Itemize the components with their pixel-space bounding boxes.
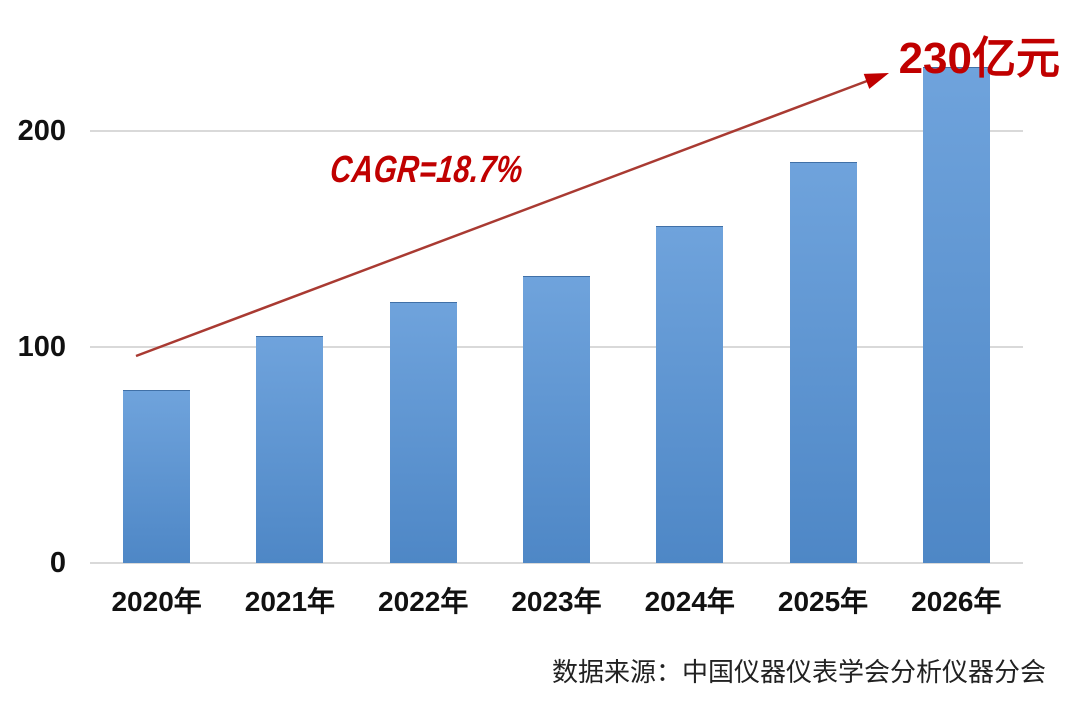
y-axis: 0 100 200 (0, 0, 66, 707)
x-axis-label-2023年: 2023年 (511, 586, 602, 617)
x-axis-label-2021年: 2021年 (244, 586, 336, 617)
x-axis-label-2022年: 2022年 (378, 586, 469, 617)
bar-2025年 (789, 161, 857, 563)
x-axis-label-2025年: 2025年 (777, 586, 869, 617)
bar-2022年 (389, 301, 457, 563)
y-tick-label-0: 0 (49, 547, 66, 579)
bar-2020年 (123, 390, 191, 563)
source-note: 数据来源：中国仪器仪表学会分析仪器分会 (552, 657, 1047, 687)
y-tick-label-200: 200 (17, 115, 66, 148)
end-value-label: 230亿元 (898, 34, 1060, 83)
x-axis-label-2026年: 2026年 (911, 586, 1002, 617)
x-axis-labels: 2020年 2021年 2022年 2023年 2024年 2025年 2026年 (90, 586, 1023, 618)
y-tick-label-100: 100 (17, 331, 66, 364)
x-axis-label-2024年: 2024年 (644, 586, 735, 617)
gridline-0 (90, 562, 1023, 564)
bar-2024年 (656, 226, 724, 563)
cagr-label: CAGR=18.7% (328, 149, 526, 191)
bar-2021年 (256, 336, 324, 563)
bar-2026年 (922, 66, 990, 563)
bars-layer (90, 45, 1023, 563)
bar-2023年 (523, 275, 590, 563)
x-axis-label-2020年: 2020年 (111, 586, 202, 617)
